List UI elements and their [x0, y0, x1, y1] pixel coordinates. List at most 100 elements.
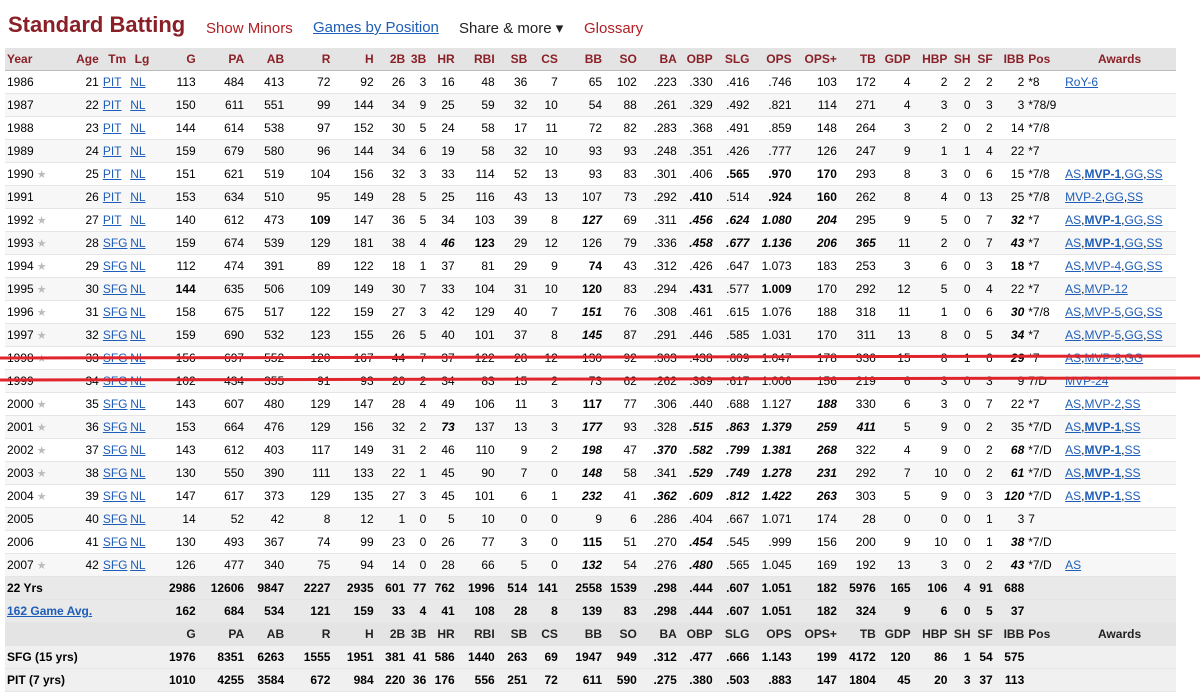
league-link[interactable]: NL — [130, 121, 146, 135]
award-link[interactable]: GG — [1124, 259, 1144, 273]
column-header-ibb[interactable]: IBB — [994, 48, 1027, 71]
column-header-r[interactable]: R — [286, 48, 333, 71]
team-link[interactable]: SFG — [102, 420, 128, 434]
league-link[interactable]: NL — [130, 512, 146, 526]
award-link[interactable]: MVP-12 — [1084, 282, 1128, 296]
year-value[interactable]: 1999 — [7, 374, 34, 388]
award-link[interactable]: AS — [1065, 282, 1082, 296]
year-value[interactable]: 1993 — [7, 236, 34, 250]
award-link[interactable]: AS — [1065, 167, 1082, 181]
year-value[interactable]: 1996 — [7, 305, 34, 319]
award-link[interactable]: GG — [1124, 236, 1144, 250]
award-link[interactable]: AS — [1065, 466, 1082, 480]
league-link[interactable]: NL — [130, 489, 146, 503]
league-link[interactable]: NL — [130, 167, 146, 181]
award-link[interactable]: GG — [1105, 190, 1124, 204]
column-header-bb[interactable]: BB — [559, 48, 605, 71]
team-link[interactable]: PIT — [102, 121, 122, 135]
league-link[interactable]: NL — [130, 397, 146, 411]
column-header-so[interactable]: SO — [604, 48, 639, 71]
team-link[interactable]: SFG — [102, 305, 128, 319]
league-link[interactable]: NL — [130, 75, 146, 89]
column-header-tb[interactable]: TB — [838, 48, 878, 71]
year-value[interactable]: 2001 — [7, 420, 34, 434]
team-link[interactable]: SFG — [102, 512, 128, 526]
column-header-year[interactable]: Year — [5, 48, 58, 71]
award-link[interactable]: SS — [1146, 236, 1163, 250]
league-link[interactable]: NL — [130, 558, 146, 572]
award-link[interactable]: SS — [1124, 443, 1141, 457]
award-link[interactable]: SS — [1146, 328, 1163, 342]
league-link[interactable]: NL — [130, 305, 146, 319]
award-link[interactable]: AS — [1065, 213, 1082, 227]
year-value[interactable]: 2005 — [7, 512, 34, 526]
award-link[interactable]: MVP-4 — [1084, 259, 1122, 273]
games-by-position-link[interactable]: Games by Position — [313, 19, 439, 36]
award-link[interactable]: AS — [1065, 305, 1082, 319]
column-header-sb[interactable]: SB — [496, 48, 530, 71]
team-link[interactable]: SFG — [102, 351, 128, 365]
award-link[interactable]: SS — [1146, 305, 1163, 319]
award-link[interactable]: SS — [1146, 259, 1163, 273]
team-link[interactable]: PIT — [102, 167, 122, 181]
league-link[interactable]: NL — [130, 144, 146, 158]
year-value[interactable]: 1986 — [7, 75, 34, 89]
team-link[interactable]: SFG — [102, 443, 128, 457]
year-value[interactable]: 1997 — [7, 328, 34, 342]
year-value[interactable]: 1992 — [7, 213, 34, 227]
league-link[interactable]: NL — [130, 282, 146, 296]
award-link[interactable]: SS — [1127, 190, 1144, 204]
column-header-awards[interactable]: Awards — [1063, 48, 1176, 71]
team-link[interactable]: SFG — [102, 328, 128, 342]
award-link[interactable]: AS — [1065, 420, 1082, 434]
team-link[interactable]: SFG — [102, 374, 128, 388]
year-value[interactable]: 1989 — [7, 144, 34, 158]
award-link[interactable]: AS — [1065, 558, 1082, 572]
award-link[interactable]: MVP-1 — [1084, 236, 1122, 250]
column-header-tm[interactable]: Tm — [100, 48, 129, 71]
award-link[interactable]: SS — [1146, 167, 1163, 181]
column-header-ops-plus[interactable]: OPS+ — [793, 48, 839, 71]
award-link[interactable]: AS — [1065, 328, 1082, 342]
league-link[interactable]: NL — [130, 443, 146, 457]
column-header-g[interactable]: G — [151, 48, 198, 71]
award-link[interactable]: MVP-5 — [1084, 305, 1122, 319]
award-link[interactable]: GG — [1124, 328, 1144, 342]
league-link[interactable]: NL — [130, 213, 146, 227]
year-value[interactable]: 1988 — [7, 121, 34, 135]
league-link[interactable]: NL — [130, 535, 146, 549]
column-header-obp[interactable]: OBP — [678, 48, 715, 71]
award-link[interactable]: SS — [1124, 466, 1141, 480]
award-link[interactable]: AS — [1065, 443, 1082, 457]
team-link[interactable]: SFG — [102, 259, 128, 273]
year-value[interactable]: 1998 — [7, 351, 34, 365]
award-link[interactable]: MVP-1 — [1084, 420, 1122, 434]
column-header-ba[interactable]: BA — [638, 48, 679, 71]
award-link[interactable]: GG — [1124, 213, 1144, 227]
league-link[interactable]: NL — [130, 466, 146, 480]
year-value[interactable]: 2006 — [7, 535, 34, 549]
award-link[interactable]: MVP-2 — [1065, 190, 1102, 204]
award-link[interactable]: SS — [1146, 213, 1163, 227]
award-link[interactable]: SS — [1124, 489, 1141, 503]
year-value[interactable]: 1987 — [7, 98, 34, 112]
column-header-pa[interactable]: PA — [197, 48, 247, 71]
column-header-pos[interactable]: Pos — [1026, 48, 1064, 71]
year-value[interactable]: 2003 — [7, 466, 34, 480]
award-link[interactable]: MVP-1 — [1084, 489, 1122, 503]
award-link[interactable]: SS — [1124, 420, 1141, 434]
award-link[interactable]: RoY-6 — [1065, 75, 1099, 89]
award-link[interactable]: GG — [1124, 167, 1144, 181]
column-header-3b[interactable]: 3B — [407, 48, 429, 71]
column-header-hbp[interactable]: HBP — [912, 48, 950, 71]
award-link[interactable]: MVP-2 — [1084, 397, 1122, 411]
award-link[interactable]: AS — [1065, 236, 1082, 250]
award-link[interactable]: MVP-1 — [1084, 213, 1122, 227]
award-link[interactable]: AS — [1065, 489, 1082, 503]
team-link[interactable]: SFG — [102, 282, 128, 296]
team-link[interactable]: SFG — [102, 535, 128, 549]
column-header-2b[interactable]: 2B — [375, 48, 408, 71]
award-link[interactable]: MVP-1 — [1084, 466, 1122, 480]
award-link[interactable]: MVP-24 — [1065, 374, 1109, 388]
league-link[interactable]: NL — [130, 190, 146, 204]
